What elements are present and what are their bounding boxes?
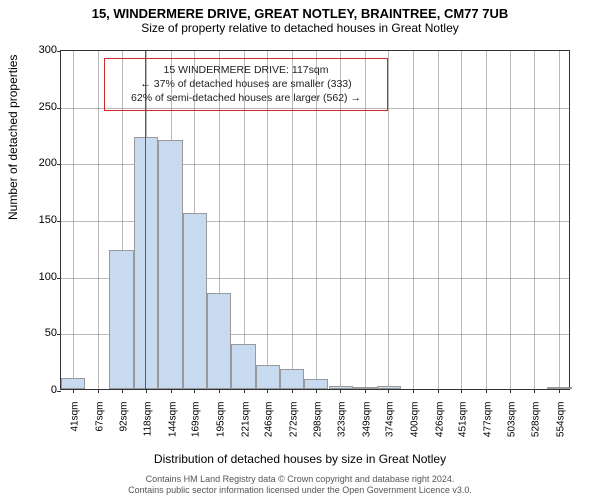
x-tick-mark [534,389,535,393]
x-tick-label: 92sqm [118,402,129,452]
x-tick-mark [122,389,123,393]
x-tick-label: 528sqm [531,402,542,452]
x-tick-label: 272sqm [288,402,299,452]
callout-line: ← 37% of detached houses are smaller (33… [113,77,379,91]
histogram-bar [158,140,182,389]
x-tick-label: 118sqm [143,402,154,452]
x-tick-label: 169sqm [191,402,202,452]
y-tick-label: 250 [17,101,57,113]
histogram-bar [547,387,571,389]
histogram-bar [280,369,304,389]
x-tick-label: 323sqm [337,402,348,452]
gridline-vertical [534,51,535,389]
x-tick-mark [98,389,99,393]
x-tick-label: 246sqm [264,402,275,452]
x-tick-mark [219,389,220,393]
histogram-bar [207,293,231,389]
histogram-bar [256,365,280,389]
gridline-vertical [486,51,487,389]
x-tick-label: 67sqm [94,402,105,452]
x-tick-mark [559,389,560,393]
y-tick-mark [57,108,61,109]
y-tick-mark [57,391,61,392]
x-tick-label: 374sqm [385,402,396,452]
gridline-vertical [461,51,462,389]
x-tick-mark [388,389,389,393]
x-tick-mark [194,389,195,393]
x-tick-mark [244,389,245,393]
histogram-bar [304,379,328,389]
x-tick-label: 41sqm [70,402,81,452]
callout-line: 62% of semi-detached houses are larger (… [113,91,379,105]
x-tick-mark [316,389,317,393]
gridline-vertical [73,51,74,389]
x-tick-mark [510,389,511,393]
x-axis-label: Distribution of detached houses by size … [0,452,600,466]
gridline-vertical [559,51,560,389]
y-tick-label: 200 [17,157,57,169]
footer-line1: Contains HM Land Registry data © Crown c… [0,474,600,485]
y-tick-label: 50 [17,327,57,339]
x-tick-mark [438,389,439,393]
x-tick-label: 144sqm [167,402,178,452]
x-tick-label: 426sqm [434,402,445,452]
x-tick-mark [340,389,341,393]
x-tick-label: 451sqm [458,402,469,452]
gridline-vertical [413,51,414,389]
x-tick-mark [461,389,462,393]
chart-title-line2: Size of property relative to detached ho… [0,21,600,35]
x-tick-mark [73,389,74,393]
histogram-bar [61,378,85,389]
x-tick-mark [171,389,172,393]
footer-line2: Contains public sector information licen… [0,485,600,496]
histogram-bar [109,250,133,389]
y-tick-label: 100 [17,271,57,283]
y-axis-label: Number of detached properties [6,55,20,220]
x-tick-mark [267,389,268,393]
x-tick-label: 554sqm [555,402,566,452]
y-tick-mark [57,164,61,165]
histogram-bar [352,387,376,389]
x-tick-label: 298sqm [313,402,324,452]
histogram-bar [329,386,353,389]
x-tick-label: 221sqm [240,402,251,452]
x-tick-mark [413,389,414,393]
y-tick-mark [57,278,61,279]
y-tick-label: 0 [17,384,57,396]
gridline-vertical [98,51,99,389]
histogram-bar [377,386,401,389]
y-tick-label: 300 [17,44,57,56]
chart-footer: Contains HM Land Registry data © Crown c… [0,474,600,497]
y-tick-mark [57,221,61,222]
x-tick-mark [292,389,293,393]
y-tick-mark [57,51,61,52]
y-tick-label: 150 [17,214,57,226]
gridline-vertical [388,51,389,389]
x-tick-mark [486,389,487,393]
y-tick-mark [57,334,61,335]
gridline-vertical [438,51,439,389]
histogram-bar [183,213,207,389]
callout-line: 15 WINDERMERE DRIVE: 117sqm [113,63,379,77]
histogram-bar [231,344,255,389]
x-tick-label: 400sqm [409,402,420,452]
chart-title-line1: 15, WINDERMERE DRIVE, GREAT NOTLEY, BRAI… [0,6,600,21]
gridline-vertical [510,51,511,389]
chart-title-block: 15, WINDERMERE DRIVE, GREAT NOTLEY, BRAI… [0,0,600,35]
x-tick-label: 477sqm [482,402,493,452]
x-tick-label: 503sqm [507,402,518,452]
x-tick-label: 349sqm [361,402,372,452]
x-tick-mark [146,389,147,393]
x-tick-label: 195sqm [216,402,227,452]
x-tick-mark [365,389,366,393]
property-callout-box: 15 WINDERMERE DRIVE: 117sqm← 37% of deta… [104,58,388,111]
